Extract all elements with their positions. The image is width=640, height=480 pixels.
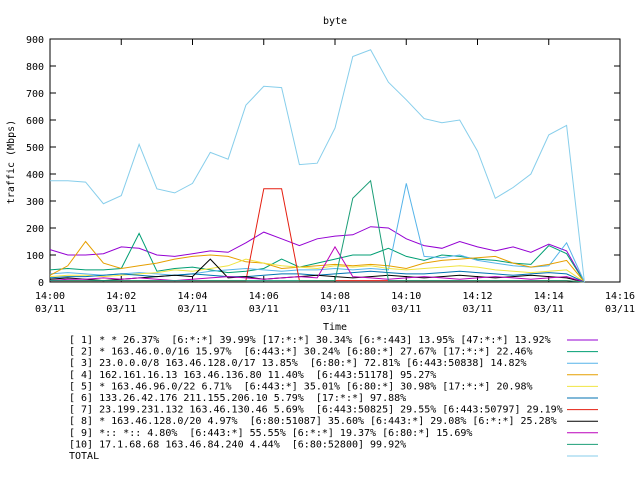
- series-lines: [49, 49, 585, 283]
- y-tick-label: 500: [26, 143, 44, 154]
- y-tick-label: 200: [26, 224, 44, 235]
- x-tick-date: 03/11: [391, 304, 421, 315]
- x-tick-date: 03/11: [534, 304, 564, 315]
- x-tick-time: 14:16: [605, 291, 635, 302]
- y-tick-label: 100: [26, 251, 44, 262]
- series-line-10: [50, 179, 585, 283]
- legend-label: [ 5] * 163.46.96.0/22 6.71% [6:443:*] 35…: [69, 381, 533, 392]
- x-tick-date: 03/11: [462, 304, 492, 315]
- x-tick-time: 14:02: [106, 291, 136, 302]
- x-axis-label: Time: [323, 322, 347, 333]
- series-line-1: [49, 226, 585, 283]
- legend-label: [ 2] * 163.46.0.0/16 15.97% [6:443:*] 30…: [69, 347, 533, 358]
- legend-label: [ 7] 23.199.231.132 163.46.130.46 5.69% …: [69, 405, 563, 416]
- x-tick-time: 14:14: [534, 291, 564, 302]
- legend-label: [ 9] *:: *:: 4.80% [6:443:*] 55.55% [6:*…: [69, 428, 472, 439]
- x-tick-date: 03/11: [605, 304, 635, 315]
- series-line-4: [49, 240, 585, 283]
- plot-frame: [49, 38, 621, 283]
- legend-label: [ 6] 133.26.42.176 211.155.206.10 5.79% …: [69, 393, 406, 404]
- y-tick-label: 300: [26, 197, 44, 208]
- legend: [ 1] * * 26.37% [6:*:*] 39.99% [17:*:*] …: [69, 335, 598, 462]
- y-tick-label: 400: [26, 170, 44, 181]
- x-tick-time: 14:08: [320, 291, 350, 302]
- y-axis-label: traffic (Mbps): [6, 120, 17, 204]
- legend-label: TOTAL: [69, 451, 99, 462]
- x-tick-time: 14:04: [177, 291, 207, 302]
- legend-label: [ 1] * * 26.37% [6:*:*] 39.99% [17:*:*] …: [69, 335, 551, 346]
- chart-title: byte: [323, 16, 347, 27]
- legend-label: [ 4] 162.161.16.13 163.46.136.80 11.40% …: [69, 370, 436, 381]
- legend-label: [ 8] * 163.46.128.0/20 4.97% [6:80:51087…: [69, 416, 557, 427]
- series-line-9: [49, 245, 585, 283]
- y-tick-label: 900: [26, 35, 44, 46]
- x-tick-time: 14:00: [35, 291, 65, 302]
- legend-label: [10] 17.1.68.68 163.46.84.240 4.44% [6:8…: [69, 439, 406, 450]
- x-tick-time: 14:06: [249, 291, 279, 302]
- series-line-5: [49, 258, 585, 283]
- series-line-2: [49, 232, 585, 283]
- x-tick-date: 03/11: [320, 304, 350, 315]
- y-tick-label: 700: [26, 89, 44, 100]
- series-line-11: [50, 49, 585, 283]
- legend-label: [ 3] 23.0.0.0/8 163.46.128.0/17 13.85% […: [69, 358, 527, 369]
- x-tick-date: 03/11: [177, 304, 207, 315]
- x-tick-date: 03/11: [106, 304, 136, 315]
- x-tick-time: 14:12: [462, 291, 492, 302]
- x-tick-time: 14:10: [391, 291, 421, 302]
- x-tick-date: 03/11: [35, 304, 65, 315]
- y-tick-label: 0: [38, 278, 44, 289]
- series-line-3: [49, 183, 585, 283]
- y-axis-ticks: 0 100 200 300 400 500 600 700 800 900: [26, 35, 620, 289]
- y-tick-label: 800: [26, 62, 44, 73]
- x-tick-date: 03/11: [249, 304, 279, 315]
- y-tick-label: 600: [26, 116, 44, 127]
